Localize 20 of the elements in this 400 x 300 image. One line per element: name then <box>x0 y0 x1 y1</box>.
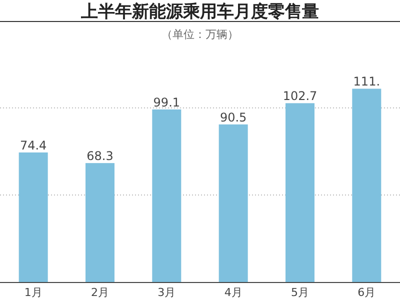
x-tick-label: 3月 <box>158 286 176 299</box>
data-label: 74.4 <box>20 138 47 152</box>
chart-title: 上半年新能源乘用车月度零售量 <box>80 2 319 22</box>
x-tick-label: 1月 <box>24 286 42 299</box>
x-tick-label: 5月 <box>291 286 309 299</box>
bar <box>86 163 114 282</box>
bar <box>352 88 382 282</box>
x-tick-label: 2月 <box>91 286 109 299</box>
data-label: 111. <box>353 74 380 89</box>
bar <box>218 124 248 282</box>
data-label: 102.7 <box>282 89 318 104</box>
chart-subtitle: （单位：万辆） <box>162 28 238 41</box>
x-tick-label: 4月 <box>224 286 242 299</box>
data-label: 99.1 <box>153 95 180 110</box>
data-label: 68.3 <box>86 149 114 164</box>
data-label: 90.5 <box>220 110 247 124</box>
bar <box>286 103 314 282</box>
bar <box>18 152 48 282</box>
x-tick-label: 6月 <box>358 286 376 299</box>
bar <box>152 109 182 282</box>
